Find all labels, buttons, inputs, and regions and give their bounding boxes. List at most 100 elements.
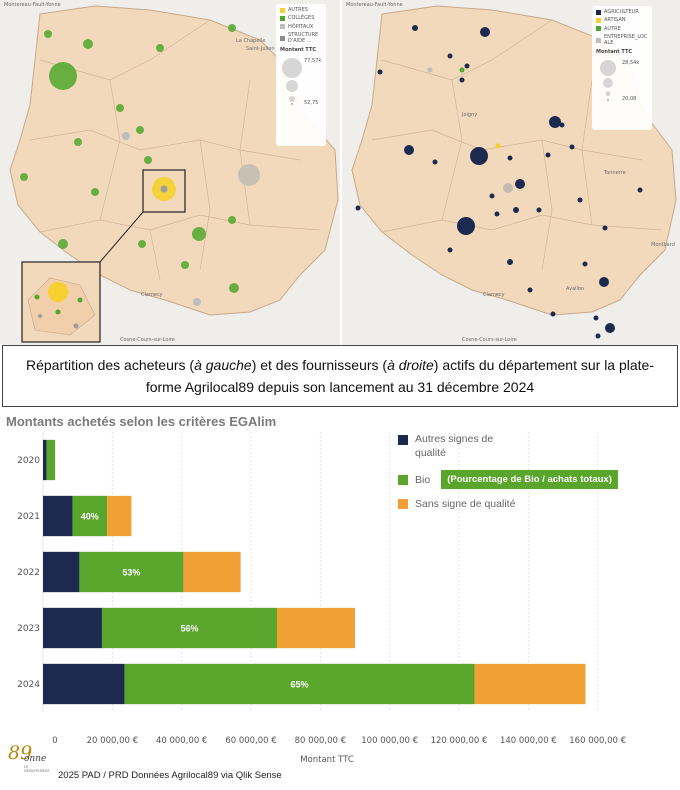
inset-circle[interactable] (73, 323, 79, 329)
buyer-circle[interactable] (122, 132, 130, 140)
supplier-circle[interactable] (355, 205, 361, 211)
bar-segment[interactable] (79, 551, 184, 593)
buyer-circle[interactable] (160, 185, 168, 193)
supplier-circle[interactable] (459, 67, 465, 73)
inset-circle[interactable] (77, 297, 83, 303)
inset-circle[interactable] (48, 282, 68, 302)
supplier-circle[interactable] (507, 259, 513, 265)
inset-circle[interactable] (38, 314, 42, 318)
supplier-circle[interactable] (427, 67, 433, 73)
buyer-circle[interactable] (193, 298, 201, 306)
buyer-circle[interactable] (74, 138, 82, 146)
bar-segment[interactable] (46, 439, 56, 481)
buyer-circle[interactable] (228, 216, 236, 224)
buyer-circle[interactable] (228, 24, 236, 32)
bar-segment[interactable] (43, 551, 80, 593)
buyer-circle[interactable] (156, 44, 164, 52)
legend-item: AUTRES (280, 7, 322, 13)
x-tick-label: 40 000,00 € (156, 736, 207, 746)
supplier-circle[interactable] (494, 211, 500, 217)
place-label: Clamecy (483, 292, 505, 298)
bar-segment[interactable] (107, 495, 132, 537)
buyer-circle[interactable] (49, 62, 77, 90)
supplier-circle[interactable] (507, 155, 513, 161)
buyer-circle[interactable] (116, 104, 124, 112)
supplier-circle[interactable] (457, 217, 475, 235)
legend-swatch (596, 26, 601, 32)
supplier-circle[interactable] (605, 323, 615, 333)
bar-segment[interactable] (277, 607, 355, 649)
supplier-circle[interactable] (593, 315, 599, 321)
supplier-circle[interactable] (513, 207, 519, 213)
supplier-circle[interactable] (515, 179, 525, 189)
buyer-circle[interactable] (136, 126, 144, 134)
buyer-circle[interactable] (138, 240, 146, 248)
supplier-circle[interactable] (599, 277, 609, 287)
bar-segment[interactable] (474, 663, 586, 705)
buyer-circle[interactable] (20, 173, 28, 181)
legend-size-title: Montant TTC (280, 47, 317, 54)
supplier-circle[interactable] (412, 25, 418, 31)
bar-segment[interactable] (43, 607, 102, 649)
size-legend-circles (600, 59, 616, 101)
inset-circle[interactable] (34, 294, 40, 300)
buyer-circle[interactable] (83, 39, 93, 49)
bar-segment[interactable] (72, 495, 108, 537)
bio-percentage-label: 65% (291, 680, 309, 690)
buyer-circle[interactable] (238, 164, 260, 186)
bar-segment[interactable] (183, 551, 241, 593)
buyer-circle[interactable] (181, 261, 189, 269)
caption-right-emphasis: à droite (387, 357, 434, 373)
supplier-circle[interactable] (637, 187, 643, 193)
bar-segment[interactable] (43, 439, 47, 481)
maps-svg (0, 0, 680, 345)
supplier-circle[interactable] (503, 183, 513, 193)
supplier-circle[interactable] (550, 311, 556, 317)
supplier-circle[interactable] (582, 261, 588, 267)
x-tick-label: 100 000,00 € (361, 736, 418, 746)
y-tick-label: 2021 (17, 512, 40, 522)
supplier-circle[interactable] (489, 193, 495, 199)
supplier-circle[interactable] (595, 333, 601, 339)
buyer-circle[interactable] (144, 156, 152, 164)
buyer-circle[interactable] (91, 188, 99, 196)
inset-circle[interactable] (55, 309, 61, 315)
supplier-circle[interactable] (495, 143, 501, 149)
supplier-circle[interactable] (447, 53, 453, 59)
supplier-circle[interactable] (577, 197, 583, 203)
bar-segment[interactable] (101, 607, 277, 649)
caption-left-emphasis: à gauche (194, 357, 252, 373)
supplier-circle[interactable] (527, 287, 533, 293)
buyer-circle[interactable] (44, 30, 52, 38)
supplier-circle[interactable] (545, 152, 551, 158)
place-label: Saint-Julien (246, 46, 275, 52)
legend-swatch (596, 9, 601, 15)
supplier-circle[interactable] (602, 225, 608, 231)
supplier-circle[interactable] (470, 147, 488, 165)
supplier-circle[interactable] (549, 116, 561, 128)
supplier-circle[interactable] (559, 122, 565, 128)
place-label: Cosne-Cours-sur-Loire (120, 337, 175, 343)
supplier-circle[interactable] (459, 77, 465, 83)
size-max-label: 77,57k (304, 57, 322, 64)
bar-segment[interactable] (43, 495, 73, 537)
supplier-circle[interactable] (536, 207, 542, 213)
buyer-circle[interactable] (229, 283, 239, 293)
y-tick-label: 2022 (17, 568, 40, 578)
supplier-circle[interactable] (377, 69, 383, 75)
buyer-circle[interactable] (58, 239, 68, 249)
chart-bars: 40% 53% 56% 65% (43, 439, 586, 705)
bar-segment[interactable] (124, 663, 475, 705)
supplier-circle[interactable] (569, 144, 575, 150)
supplier-circle[interactable] (464, 63, 470, 69)
legend-label: STRUCTURE D'AIDE ... (288, 31, 319, 44)
buyer-circle[interactable] (192, 227, 206, 241)
supplier-circle[interactable] (480, 27, 490, 37)
x-tick-label: 60 000,00 € (225, 736, 276, 746)
supplier-circle[interactable] (404, 145, 414, 155)
legend-swatch (280, 15, 285, 21)
bar-segment[interactable] (43, 663, 125, 705)
supplier-circle[interactable] (447, 247, 453, 253)
x-tick-label: 20 000,00 € (87, 736, 138, 746)
supplier-circle[interactable] (432, 159, 438, 165)
